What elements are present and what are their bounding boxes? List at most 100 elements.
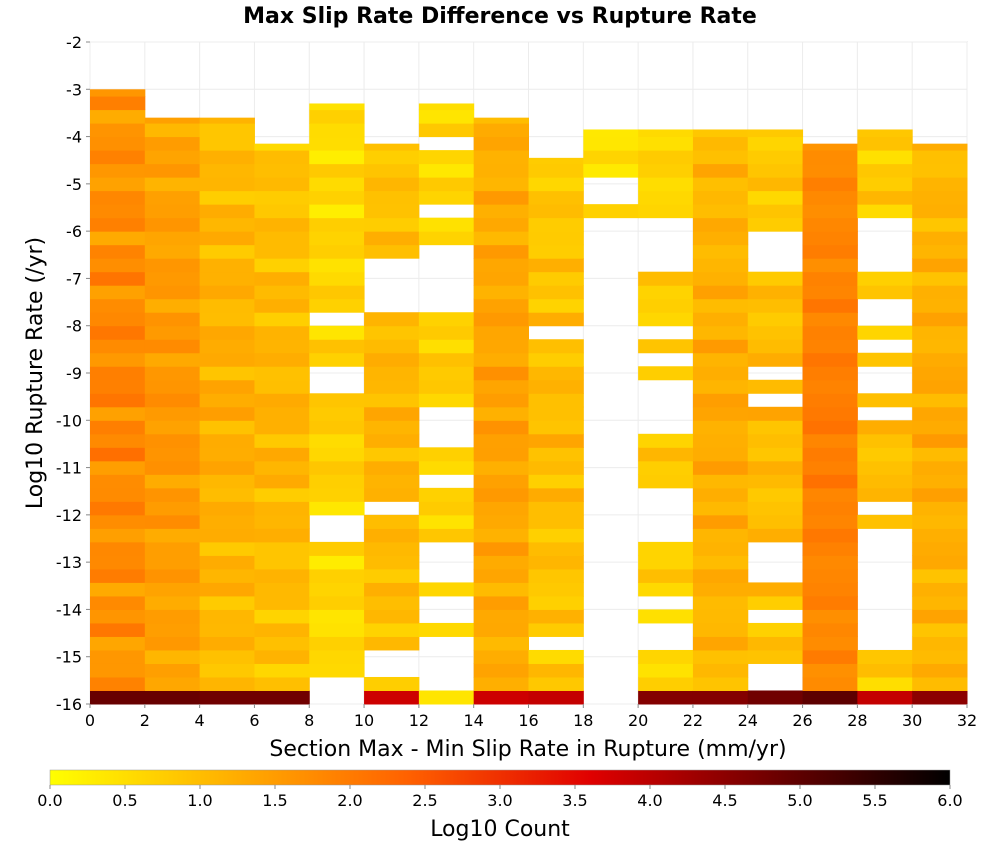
heatmap-cell — [364, 609, 420, 624]
y-tick-label: -7 — [66, 269, 82, 288]
heatmap-cell — [90, 258, 146, 273]
heatmap-cell — [528, 339, 584, 354]
heatmap-cell — [912, 447, 968, 462]
heatmap-cell — [802, 636, 858, 651]
heatmap-cell — [418, 163, 475, 178]
colorbar-tick-label: 3.5 — [562, 791, 587, 810]
heatmap-cell — [528, 487, 584, 502]
heatmap-cell — [144, 339, 201, 354]
x-tick-label: 0 — [85, 711, 95, 730]
colorbar-tick-label: 1.0 — [187, 791, 212, 810]
heatmap-cell — [364, 433, 420, 448]
heatmap-cell — [638, 609, 694, 624]
heatmap-cell — [857, 649, 913, 664]
heatmap-cell — [747, 190, 804, 205]
heatmap-cell — [199, 487, 255, 502]
heatmap-cell — [309, 352, 365, 367]
heatmap-cell — [747, 636, 804, 651]
heatmap-cell — [90, 123, 146, 138]
heatmap-cell — [254, 649, 310, 664]
heatmap-cell — [199, 190, 255, 205]
heatmap-cell — [364, 231, 420, 246]
heatmap-cell — [857, 163, 913, 178]
heatmap-cell — [802, 393, 858, 408]
heatmap-cell — [144, 501, 201, 516]
heatmap-cell — [692, 447, 749, 462]
heatmap-cell — [692, 514, 749, 529]
heatmap-cell — [309, 136, 365, 151]
heatmap-cell — [309, 339, 365, 354]
colorbar-ticks: 0.0 0.5 1.0 1.5 2.0 2.5 3.0 3.5 4.0 4.5 5.0 5.5 6.0 — [37, 785, 963, 810]
heatmap-cell — [254, 433, 310, 448]
heatmap-cell — [638, 312, 694, 327]
heatmap-cell — [473, 339, 529, 354]
heatmap-cell — [144, 298, 201, 313]
heatmap-cell — [90, 136, 146, 151]
heatmap-cell — [254, 690, 310, 705]
x-tick-label: 26 — [792, 711, 812, 730]
x-tick-label: 20 — [628, 711, 648, 730]
heatmap-cell — [528, 231, 584, 246]
heatmap-cell — [802, 528, 858, 543]
heatmap-cell — [473, 406, 529, 421]
colorbar-tick-label: 5.5 — [862, 791, 887, 810]
y-tick-label: -8 — [66, 317, 82, 336]
heatmap-cell — [692, 298, 749, 313]
heatmap-cell — [364, 190, 420, 205]
heatmap-cell — [199, 150, 255, 165]
heatmap-cell — [309, 474, 365, 489]
x-tick-label: 32 — [957, 711, 977, 730]
heatmap-cell — [144, 649, 201, 664]
heatmap-cell — [692, 676, 749, 691]
heatmap-cell — [747, 595, 804, 610]
heatmap-cell — [802, 366, 858, 381]
heatmap-cell — [638, 271, 694, 286]
heatmap-cell — [802, 487, 858, 502]
heatmap-cell — [857, 285, 913, 300]
heatmap-cell — [857, 514, 913, 529]
heatmap-cell — [418, 231, 475, 246]
x-tick-label: 22 — [683, 711, 703, 730]
heatmap-cell — [912, 177, 968, 192]
heatmap-cell — [199, 568, 255, 583]
heatmap-cell — [309, 190, 365, 205]
heatmap-cell — [473, 501, 529, 516]
heatmap-cell — [528, 157, 584, 165]
heatmap-cell — [747, 649, 804, 664]
heatmap-cell — [199, 117, 255, 124]
heatmap-cell — [912, 595, 968, 610]
heatmap-cell — [528, 528, 584, 543]
heatmap-cell — [912, 541, 968, 556]
heatmap-cell — [473, 528, 529, 543]
heatmap-cell — [90, 501, 146, 516]
heatmap-cell — [692, 325, 749, 340]
heatmap-cell — [912, 609, 968, 624]
heatmap-cell — [912, 352, 968, 367]
heatmap-cell — [90, 231, 146, 246]
heatmap-cell — [857, 447, 913, 462]
heatmap-cell — [144, 514, 201, 529]
heatmap-cell — [144, 541, 201, 556]
heatmap-cell — [912, 460, 968, 475]
heatmap-cell — [309, 555, 365, 570]
heatmap-cell — [473, 136, 529, 151]
heatmap-cell — [912, 325, 968, 340]
heatmap-cell — [90, 163, 146, 178]
heatmap-cell — [90, 366, 146, 381]
x-tick-label: 8 — [304, 711, 314, 730]
heatmap-cell — [418, 177, 475, 192]
heatmap-cell — [90, 96, 146, 111]
heatmap-cell — [912, 433, 968, 448]
heatmap-cell — [747, 298, 804, 313]
heatmap-cell — [638, 204, 694, 219]
heatmap-cell — [418, 622, 475, 637]
heatmap-cell — [802, 420, 858, 435]
heatmap-cell — [747, 379, 804, 394]
heatmap-cell — [528, 258, 584, 273]
heatmap-cell — [144, 582, 201, 597]
heatmap-cell — [309, 109, 365, 124]
heatmap-cell — [802, 501, 858, 516]
heatmap-cell — [144, 285, 201, 300]
heatmap-cell — [144, 487, 201, 502]
heatmap-cell — [802, 177, 858, 192]
